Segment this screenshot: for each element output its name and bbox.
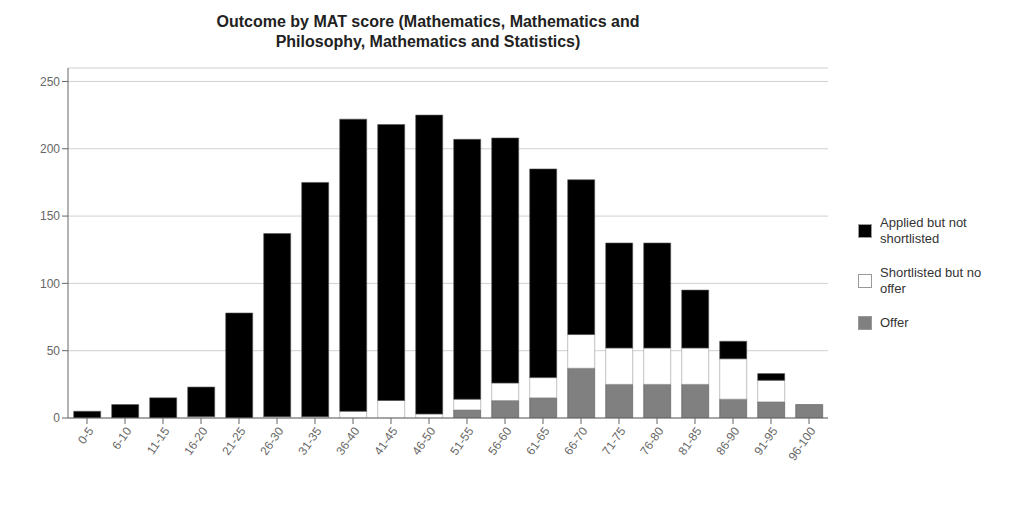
svg-text:81-85: 81-85 (675, 424, 704, 457)
html-text:Applied but not shortlisted: Applied but not shortlisted (880, 215, 967, 246)
svg-text:61-65: 61-65 (523, 424, 552, 457)
svg-text:91-95: 91-95 (751, 424, 780, 457)
svg-text:86-90: 86-90 (713, 424, 742, 457)
svg-text:41-45: 41-45 (371, 424, 400, 457)
svg-text:100: 100 (40, 277, 60, 291)
svg-text:71-75: 71-75 (599, 424, 628, 457)
svg-text:11-15: 11-15 (144, 424, 173, 457)
html-text:Offer: Offer (880, 315, 909, 330)
svg-text:46-50: 46-50 (409, 424, 438, 457)
svg-text:6-10: 6-10 (109, 424, 134, 452)
svg-text:31-35: 31-35 (295, 424, 324, 457)
svg-text:36-40: 36-40 (333, 424, 362, 457)
svg-text:0: 0 (53, 411, 60, 425)
svg-text:150: 150 (40, 209, 60, 223)
html-text:Outcome by MAT score (Mathemat: Outcome by MAT score (Mathematics, Mathe… (216, 13, 640, 50)
html-text:Shortlisted but no offer: Shortlisted but no offer (880, 265, 982, 296)
svg-text:66-70: 66-70 (561, 424, 590, 457)
svg-text:76-80: 76-80 (637, 424, 666, 457)
svg-text:96-100: 96-100 (786, 424, 819, 463)
svg-text:56-60: 56-60 (485, 424, 514, 457)
svg-text:16-20: 16-20 (181, 424, 210, 457)
svg-text:250: 250 (40, 75, 60, 89)
svg-text:21-25: 21-25 (219, 424, 248, 457)
svg-text:200: 200 (40, 142, 60, 156)
svg-text:51-55: 51-55 (447, 424, 476, 457)
svg-text:0-5: 0-5 (75, 424, 97, 447)
svg-text:50: 50 (47, 344, 61, 358)
svg-text:26-30: 26-30 (257, 424, 286, 457)
